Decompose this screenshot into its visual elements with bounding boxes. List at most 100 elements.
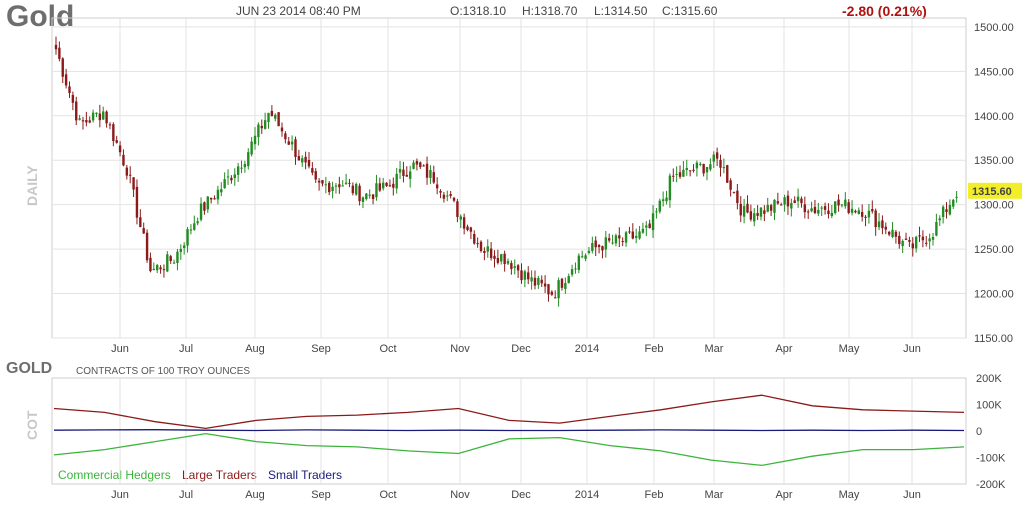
candle-body [645, 225, 648, 228]
candle-body [395, 173, 398, 189]
candle-body [665, 197, 668, 202]
candle-body [803, 204, 807, 213]
candle-body [166, 254, 169, 272]
candle-body [894, 231, 898, 237]
candle-body [203, 202, 206, 211]
candle-body [753, 213, 756, 222]
candle-body [398, 169, 402, 173]
candle-body [668, 175, 672, 201]
candle-body [766, 205, 769, 212]
candle-body [682, 169, 685, 177]
price-x-tick-label: May [839, 343, 860, 355]
candle-body [500, 254, 503, 262]
candle-body [91, 112, 95, 121]
candle-body [213, 198, 216, 200]
price-x-tick-label: Apr [775, 343, 792, 355]
high-value: H:1318.70 [522, 4, 578, 18]
candle-body [152, 268, 156, 271]
candle-body [554, 297, 557, 299]
candle-body [634, 235, 638, 238]
candle-body [540, 279, 543, 284]
candle-body [355, 184, 358, 195]
candle-body [597, 245, 601, 248]
cot-y-tick-label: 100K [976, 400, 1002, 412]
candle-body [938, 218, 941, 221]
candle-body [419, 162, 422, 168]
candle-body [365, 193, 368, 200]
candle-body [581, 256, 584, 258]
price-x-tick-label: Sep [311, 343, 331, 355]
candle-body [287, 141, 290, 145]
candle-body [226, 176, 230, 178]
candle-body [618, 235, 621, 239]
candle-body [638, 231, 641, 239]
cot-x-tick-label: Jul [179, 489, 193, 501]
candle-body [169, 256, 172, 262]
candle-body [790, 202, 793, 209]
candle-body [371, 194, 375, 199]
candle-body [887, 231, 891, 235]
candle-body [793, 200, 796, 204]
candle-body [564, 283, 567, 289]
candle-body [692, 169, 695, 171]
candle-body [452, 197, 456, 201]
candle-body [513, 266, 516, 268]
candle-body [763, 210, 766, 214]
candle-body [560, 278, 564, 288]
candle-body [149, 257, 152, 272]
candle-body [493, 255, 496, 259]
candle-body [527, 272, 530, 280]
candle-body [469, 227, 473, 232]
candle-body [462, 217, 466, 229]
candle-body [368, 194, 371, 196]
candle-body [898, 235, 901, 245]
candle-body [479, 241, 483, 252]
candle-body [594, 240, 597, 248]
candle-body [678, 172, 682, 177]
candle-body [317, 180, 321, 183]
price-x-tick-label: Aug [245, 343, 265, 355]
candle-body [290, 141, 294, 145]
candle-body [948, 205, 952, 215]
candle-body [503, 253, 506, 264]
candle-body [550, 291, 554, 295]
candle-body [95, 112, 98, 114]
candle-body [294, 139, 297, 157]
price-y-tick-label: 1400.00 [974, 111, 1014, 123]
candle-body [817, 209, 820, 214]
candle-body [607, 238, 611, 241]
candle-body [263, 120, 267, 129]
candle-body [236, 166, 240, 175]
candle-body [189, 229, 193, 231]
cot-x-tick-label: Nov [450, 489, 470, 501]
candle-body [381, 182, 385, 189]
legend-small: Small Traders [268, 468, 343, 482]
candle-body [807, 211, 810, 213]
candle-body [489, 248, 493, 259]
price-y-tick-label: 1300.00 [974, 200, 1014, 212]
candle-body [675, 173, 678, 175]
candle-body [860, 211, 864, 217]
candle-body [641, 228, 645, 233]
candle-body [297, 156, 301, 161]
candle-body [338, 184, 341, 188]
candle-body [348, 182, 351, 184]
candle-body [914, 236, 918, 249]
candle-body [155, 264, 159, 271]
candle-body [274, 114, 277, 119]
candle-body [587, 250, 591, 253]
candle-body [392, 183, 395, 188]
candle-body [193, 223, 196, 230]
candle-body [64, 74, 68, 86]
candle-body [726, 165, 729, 183]
candle-body [240, 167, 243, 169]
candle-body [358, 185, 361, 202]
chart-title: Gold [6, 0, 75, 33]
candle-body [840, 204, 844, 206]
candle-body [537, 278, 540, 285]
candle-body [378, 183, 382, 191]
candle-body [280, 127, 284, 132]
lower-panel-title: GOLD [6, 360, 53, 377]
candle-body [446, 195, 449, 197]
candle-body [925, 242, 928, 244]
